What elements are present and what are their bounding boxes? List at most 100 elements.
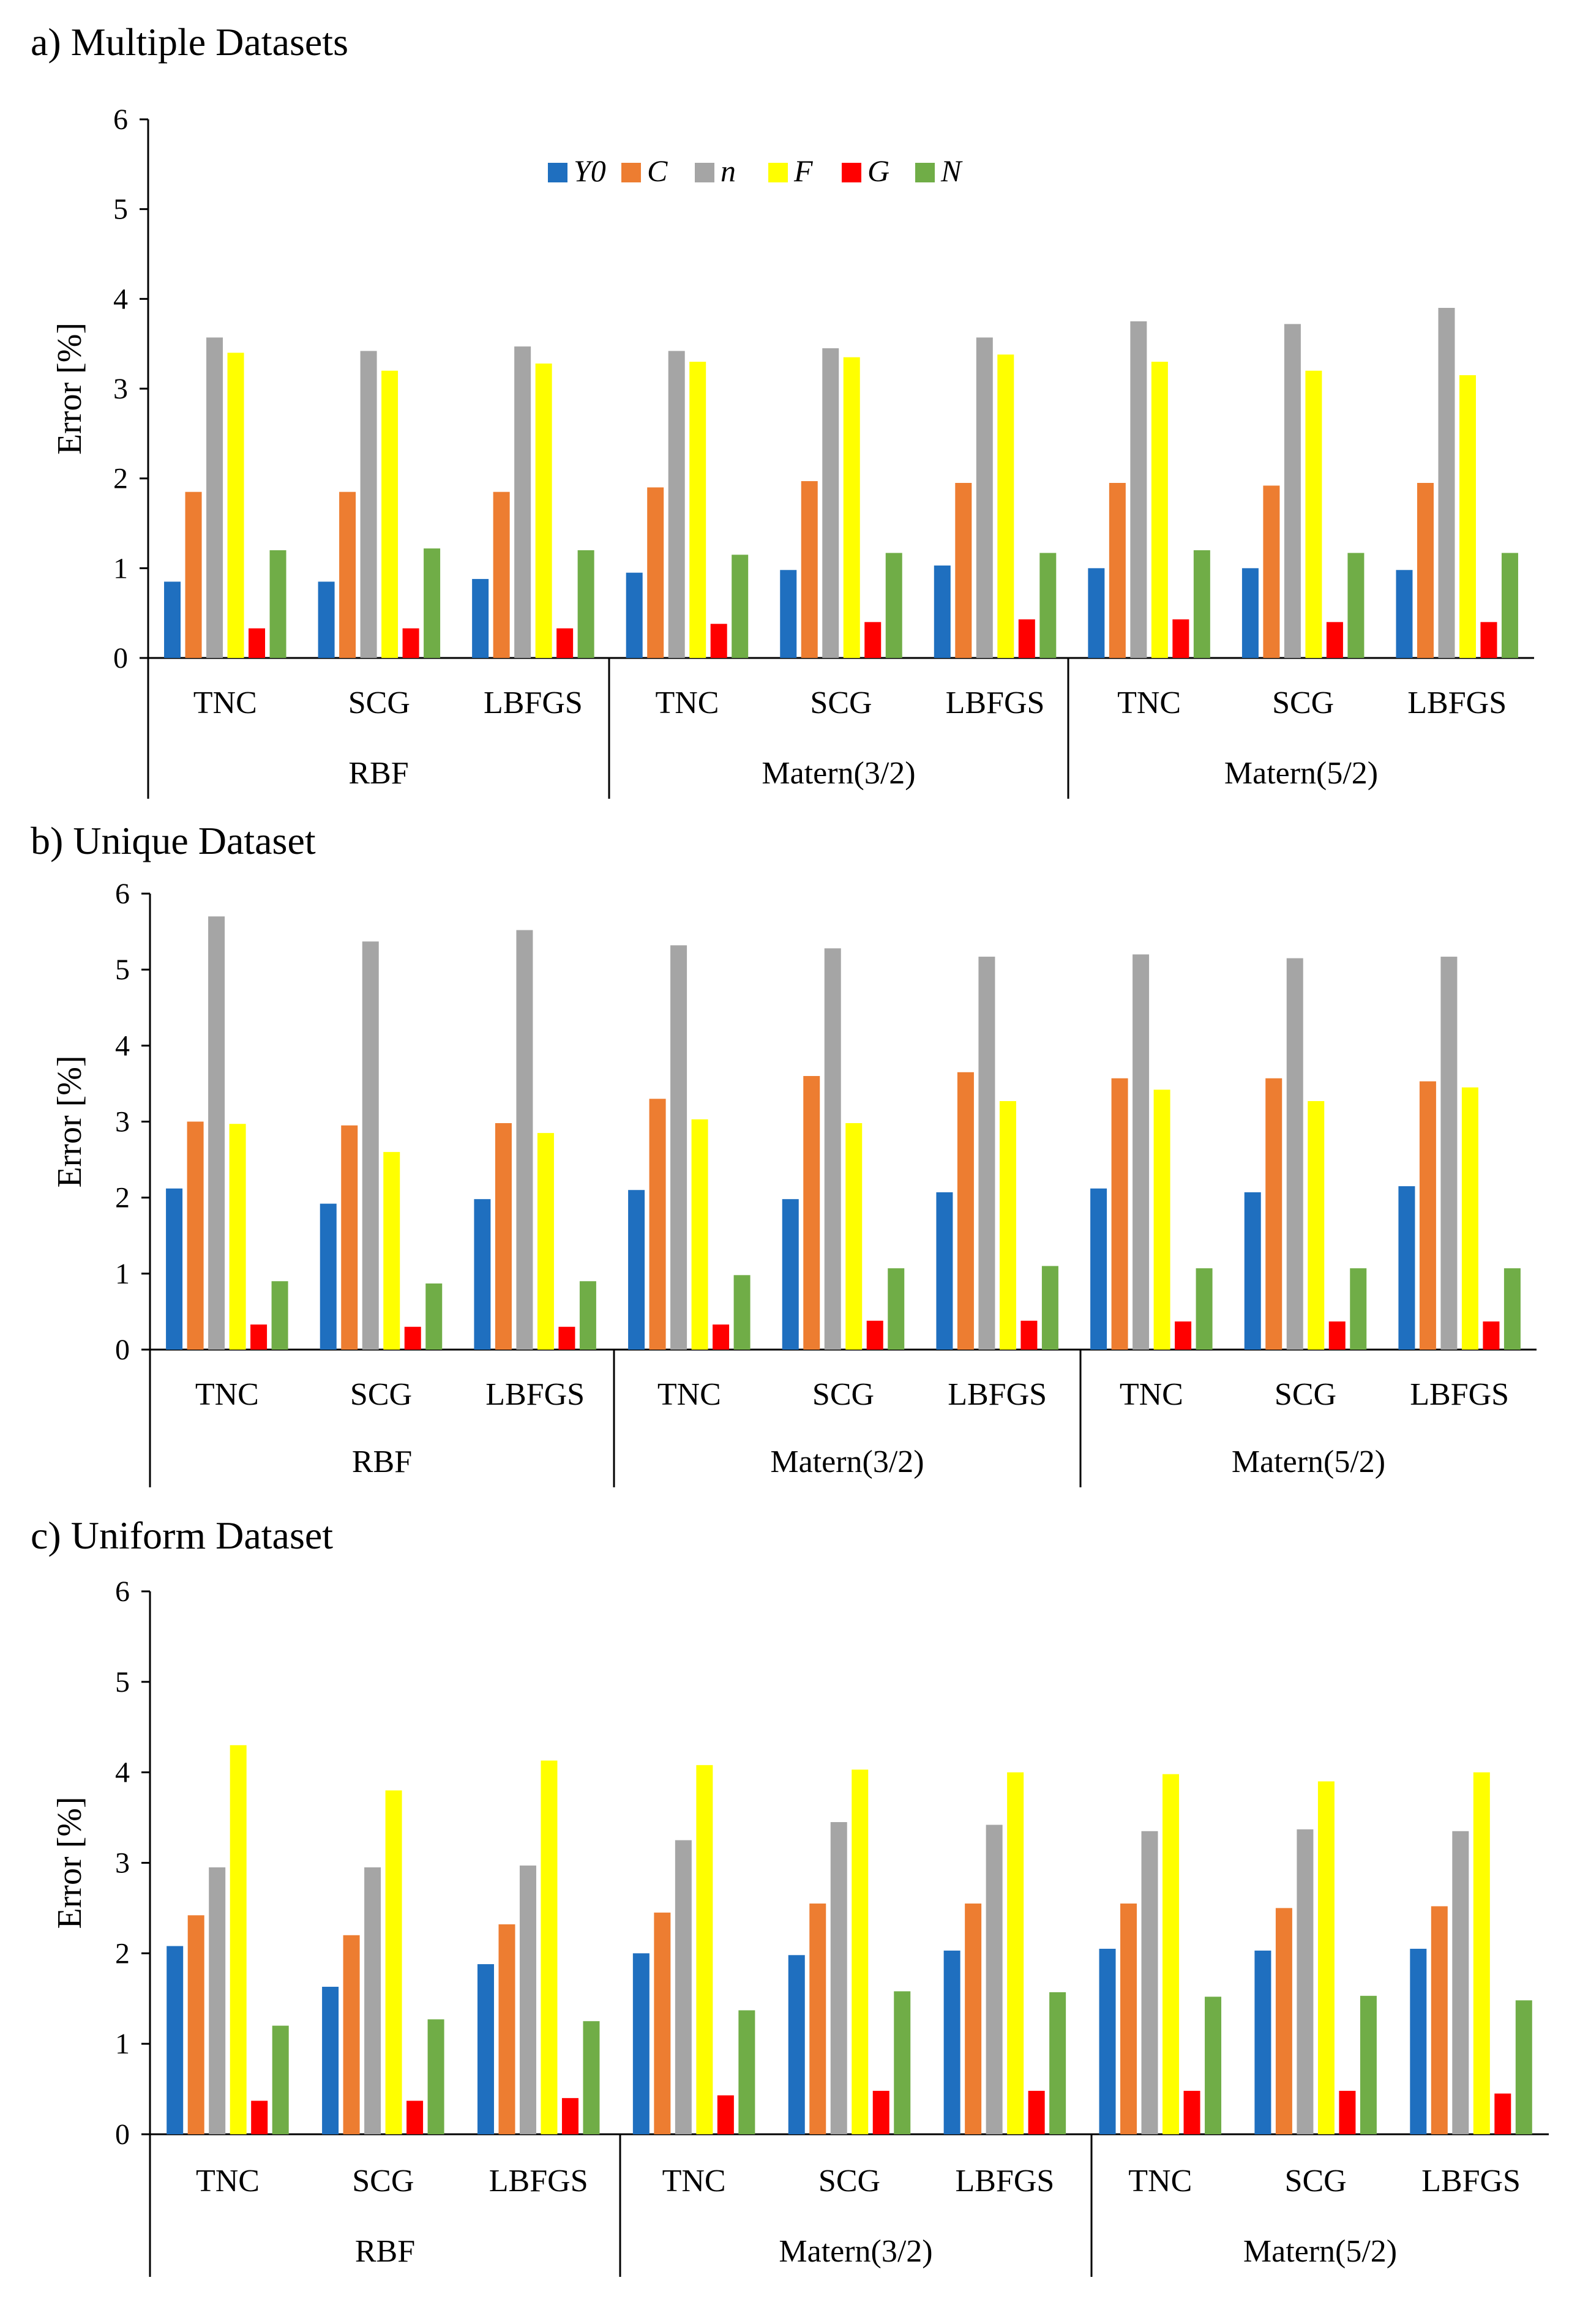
bar-G-lbfgs-6	[1020, 1320, 1038, 1350]
bar-N-scg-5	[885, 553, 902, 658]
x-category-label: SCG	[348, 686, 410, 720]
x-category-label: TNC	[1120, 1377, 1183, 1412]
bar-Y0-tnc-1	[166, 1188, 183, 1350]
bar-G-scg-5	[872, 2091, 889, 2134]
x-category-label: LBFGS	[948, 1377, 1047, 1412]
bar-C-lbfgs-6	[955, 483, 972, 658]
x-category-label: LBFGS	[1410, 1377, 1509, 1412]
x-category-label: LBFGS	[484, 686, 583, 720]
bar-N-lbfgs-9	[1515, 2000, 1532, 2134]
x-group-label: Matern(5/2)	[1232, 1444, 1385, 1479]
bar-Y0-scg-2	[320, 1203, 337, 1350]
bar-C-lbfgs-9	[1431, 1906, 1448, 2134]
bar-C-tnc-7	[1120, 1904, 1137, 2134]
bar-N-scg-8	[1350, 1268, 1367, 1350]
bar-Y0-tnc-7	[1099, 1948, 1116, 2134]
y-tick-label: 4	[115, 1757, 130, 1789]
legend-swatch-N	[915, 163, 935, 182]
bar-F-tnc-1	[227, 353, 244, 658]
bar-Y0-tnc-4	[628, 1190, 645, 1350]
bar-Y0-lbfgs-6	[943, 1950, 960, 2134]
x-category-label: SCG	[350, 1377, 412, 1412]
x-category-label: LBFGS	[489, 2164, 588, 2199]
bar-Y0-tnc-4	[626, 572, 643, 658]
bar-Y0-tnc-1	[164, 581, 181, 658]
bar-C-tnc-1	[187, 1121, 204, 1350]
bar-N-lbfgs-9	[1503, 1268, 1521, 1350]
bar-N-scg-5	[888, 1268, 905, 1350]
bar-Y0-lbfgs-3	[474, 1199, 491, 1350]
bar-F-lbfgs-6	[999, 1100, 1016, 1350]
y-tick-label: 1	[113, 552, 128, 585]
chart-title: c) Uniform Dataset	[31, 1514, 333, 1557]
bar-G-lbfgs-6	[1028, 2091, 1045, 2134]
bar-G-lbfgs-3	[558, 1326, 575, 1350]
bar-n-scg-8	[1284, 324, 1301, 658]
bar-C-scg-2	[339, 491, 356, 658]
bar-n-lbfgs-9	[1438, 308, 1455, 658]
bar-Y0-tnc-1	[167, 1946, 184, 2134]
x-category-label: TNC	[195, 1377, 259, 1412]
bar-C-scg-8	[1275, 1908, 1292, 2134]
bar-C-tnc-4	[654, 1912, 671, 2134]
bar-N-scg-5	[894, 1991, 911, 2134]
legend-swatch-Y0	[548, 163, 567, 182]
bar-C-tnc-1	[187, 1915, 204, 2134]
bar-G-tnc-1	[250, 1325, 268, 1350]
bar-N-lbfgs-6	[1041, 1266, 1058, 1350]
x-category-label: SCG	[812, 1377, 874, 1412]
x-category-label: TNC	[196, 2164, 260, 2199]
bar-C-tnc-7	[1109, 483, 1126, 658]
bar-n-lbfgs-9	[1440, 957, 1458, 1350]
y-tick-label: 6	[115, 878, 130, 910]
bar-N-lbfgs-3	[579, 1281, 596, 1350]
bar-Y0-tnc-7	[1088, 568, 1105, 658]
x-category-label: SCG	[1272, 686, 1334, 720]
bar-C-scg-5	[801, 481, 818, 658]
bar-F-tnc-1	[229, 1124, 246, 1350]
y-tick-label: 6	[113, 103, 128, 136]
bar-Y0-lbfgs-9	[1398, 1186, 1415, 1350]
bar-G-scg-8	[1328, 1321, 1346, 1350]
bar-F-lbfgs-3	[537, 1133, 554, 1350]
chart-panel-2: b) Unique Dataset Error [%] 0 1 2 3 4 5 6 TNC SCG L…	[31, 819, 1537, 1487]
x-category-label: TNC	[655, 686, 719, 720]
bar-F-scg-5	[852, 1769, 869, 2134]
bar-N-tnc-4	[733, 1275, 751, 1350]
y-tick-label: 0	[113, 642, 128, 674]
bar-C-scg-2	[341, 1125, 358, 1350]
legend-label-C: C	[647, 154, 668, 188]
bar-Y0-lbfgs-9	[1410, 1948, 1427, 2134]
x-group-label: RBF	[348, 756, 408, 791]
bar-C-scg-5	[809, 1904, 826, 2134]
bar-F-scg-5	[843, 357, 860, 658]
bar-Y0-lbfgs-6	[934, 565, 951, 658]
legend-label-N: N	[940, 154, 963, 188]
bar-C-lbfgs-9	[1419, 1081, 1436, 1350]
y-tick-label: 2	[113, 463, 128, 495]
bar-n-tnc-1	[206, 337, 223, 658]
y-tick-label: 1	[115, 1258, 130, 1290]
y-tick-label: 4	[113, 283, 128, 315]
bar-C-lbfgs-6	[965, 1904, 982, 2134]
bar-G-scg-5	[864, 622, 882, 658]
bar-Y0-lbfgs-6	[936, 1192, 953, 1350]
bar-Y0-scg-5	[788, 1955, 805, 2134]
bar-F-tnc-4	[696, 1765, 713, 2134]
x-category-label: LBFGS	[955, 2164, 1054, 2199]
bar-G-tnc-1	[249, 628, 266, 658]
x-category-label: LBFGS	[946, 686, 1045, 720]
x-category-label: TNC	[657, 1377, 721, 1412]
x-group-label: Matern(5/2)	[1224, 756, 1378, 791]
bar-F-lbfgs-9	[1473, 1772, 1490, 2134]
bar-Y0-scg-2	[322, 1987, 339, 2134]
bar-n-scg-2	[362, 941, 379, 1350]
bar-N-lbfgs-6	[1049, 1992, 1066, 2134]
bar-G-lbfgs-9	[1480, 622, 1497, 658]
bar-n-scg-8	[1286, 958, 1303, 1350]
bar-G-lbfgs-6	[1018, 619, 1035, 658]
bar-N-tnc-4	[732, 555, 749, 658]
y-axis-label: Error [%]	[51, 1796, 89, 1929]
bar-N-lbfgs-3	[577, 550, 594, 658]
bar-G-scg-8	[1339, 2091, 1356, 2134]
